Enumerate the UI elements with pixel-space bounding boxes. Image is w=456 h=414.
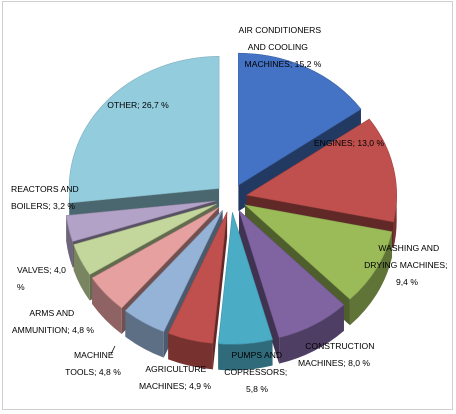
- slice-side-engines-0: [393, 195, 397, 248]
- slice-label-construction: CONSTRUCTION MACHINES; 8,0 %: [298, 341, 377, 368]
- slice-label-pumps: PUMPS AND COPRESSORS; 5,8 %: [224, 350, 289, 394]
- pie-slice-pumps-and-copressors: [217, 212, 273, 371]
- slice-top-other: [68, 56, 220, 204]
- slice-top-washing-and-drying-machines: [244, 204, 393, 300]
- slice-wall-construction-machines-1: [238, 210, 280, 364]
- slice-side-washing-and-drying-machines-0: [349, 231, 392, 326]
- slice-label-washing: WASHING AND DRYING MACHINES; 9,4 %: [364, 243, 450, 287]
- slice-wall-agriculture-machines-0: [212, 211, 228, 370]
- slice-label-agriculture: AGRICULTURE MACHINES; 4,9 %: [139, 364, 211, 391]
- slice-side-pumps-and-copressors-0: [218, 339, 273, 371]
- slice-side-arms-and-ammunition-0: [92, 277, 122, 334]
- slice-label-reactors: REACTORS AND BOILERS; 3,2 %: [11, 184, 81, 211]
- slice-label-air-conditioners: AIR CONDITIONERS AND COOLING MACHINES; 1…: [239, 25, 324, 69]
- slice-label-arms: ARMS AND AMMUNITION; 4,8 %: [12, 308, 94, 335]
- slice-label-engines: ENGINES; 13,0 %: [314, 138, 385, 148]
- slice-top-agriculture-machines: [167, 211, 228, 344]
- slice-side-valves-0: [73, 244, 90, 301]
- slice-top-engines: [245, 118, 397, 223]
- slice-side-agriculture-machines-0: [168, 333, 213, 370]
- slices-layer: [65, 52, 397, 371]
- labels-layer: AIR CONDITIONERS AND COOLING MACHINES; 1…: [11, 25, 450, 394]
- slice-side-machine-tools-0: [125, 310, 164, 358]
- slice-top-machine-tools: [124, 210, 223, 333]
- slice-top-arms-and-ammunition: [91, 207, 220, 309]
- pie-slice-agriculture-machines: [167, 211, 228, 370]
- slice-top-valves: [73, 203, 217, 275]
- slice-top-reactors-and-boilers: [65, 200, 216, 242]
- slice-label-valves: VALVES; 4,0 %: [17, 265, 68, 292]
- slice-label-machine-tools: MACHINE TOOLS; 4,8 %: [65, 350, 121, 377]
- slice-side-reactors-and-boilers-0: [66, 215, 73, 268]
- pie-slice-construction-machines: [238, 209, 345, 364]
- leader-line-machine-tools: [110, 345, 116, 355]
- slice-top-construction-machines: [238, 209, 345, 339]
- chart-frame: AIR CONDITIONERS AND COOLING MACHINES; 1…: [2, 1, 453, 410]
- slice-side-construction-machines-0: [279, 304, 344, 364]
- pie-chart: AIR CONDITIONERS AND COOLING MACHINES; 1…: [11, 25, 450, 394]
- slice-label-other: OTHER; 26,7 %: [107, 100, 169, 110]
- slice-top-air-conditioners-and-cooling-machines: [238, 52, 362, 186]
- slice-top-pumps-and-copressors: [217, 212, 273, 345]
